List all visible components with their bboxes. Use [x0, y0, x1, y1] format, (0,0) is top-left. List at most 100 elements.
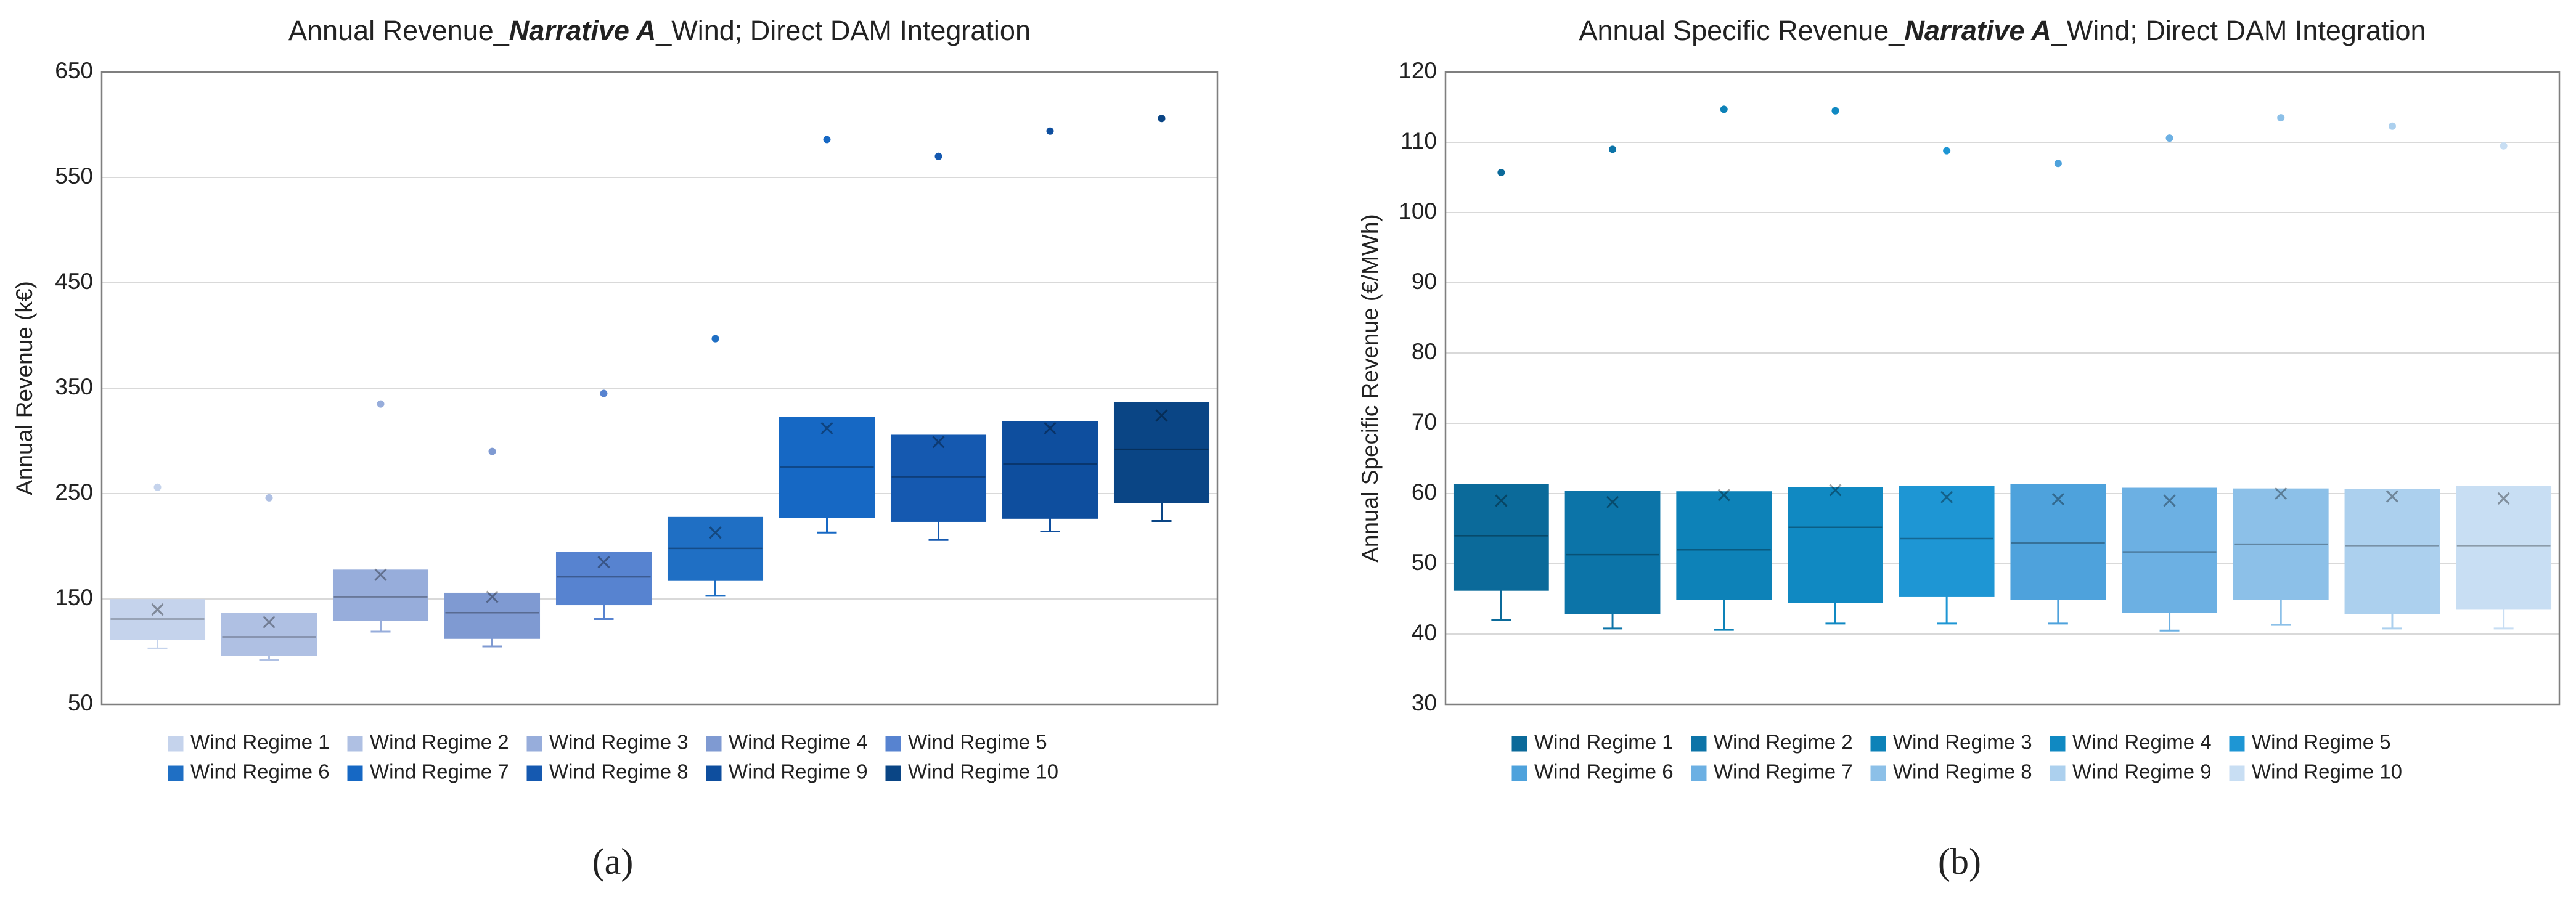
title-part: _Wind; Direct DAM Integration [655, 15, 1031, 46]
mean-marker [1155, 409, 1168, 422]
legend-swatch [2228, 735, 2246, 752]
legend-swatch [1511, 765, 1528, 782]
box [1002, 421, 1098, 519]
y-tick-label: 150 [55, 585, 93, 610]
box [890, 434, 987, 522]
y-axis-label: Annual Specific Revenue (€/MWh) [1357, 214, 1383, 563]
outlier [1943, 147, 1951, 155]
outlier [2054, 160, 2062, 168]
legend-swatch [1870, 735, 1887, 752]
legend-label: Wind Regime 7 [1714, 760, 1853, 783]
y-tick-label: 110 [1400, 128, 1437, 153]
mean-marker [1940, 491, 1953, 503]
legend-swatch [346, 765, 364, 782]
legend-swatch [885, 735, 902, 752]
outlier [823, 136, 831, 144]
mean-marker [2275, 487, 2288, 500]
legend-label: Wind Regime 6 [190, 760, 330, 783]
box [2122, 487, 2217, 613]
legend-swatch [346, 735, 364, 752]
box [2010, 484, 2106, 600]
box [1676, 491, 1772, 600]
box [555, 552, 652, 606]
plot-border [100, 71, 1219, 706]
box [1788, 487, 1883, 603]
legend-label: Wind Regime 10 [2252, 760, 2402, 783]
title-part: Narrative A [1904, 15, 2051, 46]
legend-swatch [167, 765, 184, 782]
legend-label: Wind Regime 6 [1534, 760, 1674, 783]
y-tick-label: 550 [55, 163, 93, 189]
mean-marker [932, 436, 945, 449]
legend-swatch [1690, 735, 1707, 752]
y-tick-label: 40 [1412, 620, 1437, 645]
legend-swatch [526, 765, 543, 782]
y-tick-label: 120 [1399, 58, 1437, 83]
y-tick-label: 250 [55, 479, 93, 505]
mean-marker [2497, 492, 2510, 505]
legend-label: Wind Regime 7 [370, 760, 509, 783]
legend-label: Wind Regime 8 [1893, 760, 2032, 783]
box [2233, 488, 2329, 600]
mean-marker [1606, 495, 1619, 508]
legend-swatch [2228, 765, 2246, 782]
legend-label: Wind Regime 2 [370, 731, 509, 754]
box [1453, 484, 1549, 591]
title-part: Annual Specific Revenue_ [1579, 15, 1905, 46]
mean-marker [151, 603, 164, 616]
legend-label: Wind Regime 9 [729, 760, 868, 783]
outlier [488, 447, 496, 455]
mean-marker [2386, 490, 2399, 503]
y-tick-label: 350 [55, 374, 93, 399]
legend-label: Wind Regime 2 [1714, 731, 1853, 754]
box [332, 569, 429, 621]
y-tick-label: 90 [1412, 269, 1437, 294]
mean-marker [820, 421, 833, 435]
outlier [934, 152, 942, 160]
mean-marker [486, 590, 499, 603]
y-tick-label: 60 [1412, 479, 1437, 505]
legend-swatch [1690, 765, 1707, 782]
box [1899, 486, 1995, 597]
box [2456, 486, 2552, 610]
title-part: Annual Revenue_ [288, 15, 510, 46]
mean-marker [1044, 421, 1057, 435]
legend-swatch [526, 735, 543, 752]
mean-marker [709, 526, 722, 539]
panel-label: (a) [592, 841, 634, 882]
outlier [2165, 134, 2173, 142]
chart-title: Annual Specific Revenue_Narrative A_Wind… [1579, 15, 2426, 46]
title-part: _Wind; Direct DAM Integration [2051, 15, 2426, 46]
mean-marker [2163, 494, 2176, 507]
title-part: Narrative A [509, 15, 656, 46]
legend-label: Wind Regime 1 [1534, 731, 1674, 754]
legend-label: Wind Regime 9 [2072, 760, 2212, 783]
legend-swatch [1511, 735, 1528, 752]
box [1113, 402, 1210, 503]
box [221, 613, 317, 656]
mean-marker [597, 556, 610, 569]
y-tick-label: 100 [1399, 198, 1437, 224]
outlier [711, 335, 719, 343]
outlier [600, 389, 608, 397]
y-tick-label: 450 [55, 269, 93, 294]
box [2344, 489, 2440, 614]
y-tick-label: 650 [55, 58, 93, 83]
mean-marker [1829, 484, 1842, 497]
mean-marker [1495, 494, 1508, 507]
legend-label: Wind Regime 10 [908, 760, 1058, 783]
legend-swatch [1870, 765, 1887, 782]
box [109, 599, 206, 640]
legend-swatch [167, 735, 184, 752]
outlier [2500, 142, 2508, 150]
legend-label: Wind Regime 3 [549, 731, 689, 754]
y-tick-label: 50 [68, 690, 93, 715]
legend-label: Wind Regime 3 [1893, 731, 2032, 754]
outlier [1046, 127, 1054, 135]
box [1564, 491, 1661, 614]
y-tick-label: 70 [1412, 409, 1437, 434]
legend-swatch [705, 765, 722, 782]
outlier [1831, 107, 1839, 115]
plot-border [1444, 71, 2561, 706]
y-axis-label: Annual Revenue (k€) [12, 281, 37, 495]
